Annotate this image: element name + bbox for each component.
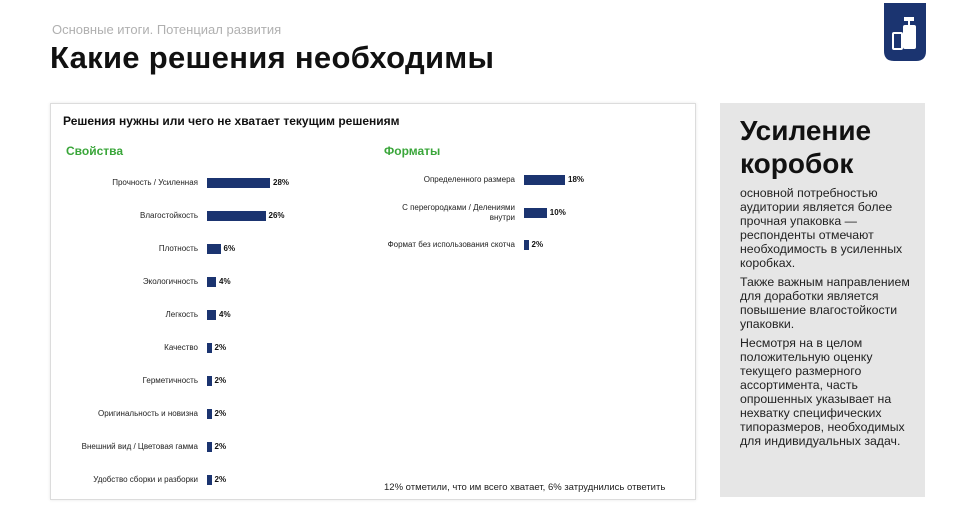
bar [524, 207, 547, 218]
chart-title: Форматы [384, 144, 441, 158]
value-label: 28% [273, 178, 290, 187]
side-panel [720, 103, 925, 497]
value-label: 4% [219, 277, 231, 286]
chart-title: Свойства [66, 144, 124, 158]
category-label: Внешний вид / Цветовая гамма [81, 442, 198, 451]
value-label: 6% [223, 244, 236, 253]
card-title: Решения нужны или чего не хватает текущи… [63, 114, 400, 128]
category-label: Формат без использования скотча [387, 240, 515, 249]
category-label: Плотность [158, 244, 198, 253]
category-label: Качество [164, 343, 198, 352]
value-label: 2% [214, 475, 227, 484]
value-label: 2% [214, 343, 227, 352]
category-label: Экологичность [142, 277, 198, 286]
bar [207, 442, 212, 452]
value-label: 26% [268, 211, 285, 220]
logo [884, 3, 926, 61]
category-label: Легкость [165, 310, 199, 319]
subtitle: Основные итоги. Потенциал развития [52, 22, 282, 37]
category-label: Удобство сборки и разборки [93, 475, 198, 484]
category-label: Оригинальность и новизна [98, 409, 198, 418]
value-label: 2% [214, 442, 227, 451]
category-label: Прочность / Усиленная [112, 178, 198, 187]
category-label: Герметичность [142, 376, 198, 385]
bar [524, 175, 566, 185]
bar [524, 240, 529, 250]
bar [207, 475, 212, 485]
panel-text: основной потребностью аудитории является… [740, 186, 918, 453]
category-label: Определенного размера [423, 175, 515, 184]
bar [207, 211, 266, 221]
value-label: 2% [214, 376, 227, 385]
bar [207, 409, 212, 419]
panel-paragraph: Также важным направлением для доработки … [740, 275, 910, 331]
panel-paragraph: Несмотря на в целом положительную оценку… [740, 336, 905, 448]
value-label: 10% [549, 207, 566, 217]
value-label: 18% [568, 175, 585, 184]
bar [207, 310, 216, 320]
panel-title: Усиление коробок [740, 115, 872, 179]
bar [207, 343, 212, 353]
chart-card [50, 103, 696, 500]
bar [207, 178, 270, 188]
value-label: 2% [531, 240, 544, 249]
bar [207, 376, 212, 386]
panel-paragraph: основной потребностью аудитории является… [740, 186, 903, 270]
value-label: 4% [219, 310, 231, 319]
value-label: 2% [214, 409, 227, 418]
category-label: Влагостойкость [139, 211, 198, 220]
bar [207, 277, 216, 287]
category-label: С перегородками / Делениями внутри [402, 202, 515, 222]
bar [207, 244, 221, 254]
page-title: Какие решения необходимы [50, 40, 495, 75]
footnote: 12% отметили, что им всего хватает, 6% з… [384, 482, 666, 493]
